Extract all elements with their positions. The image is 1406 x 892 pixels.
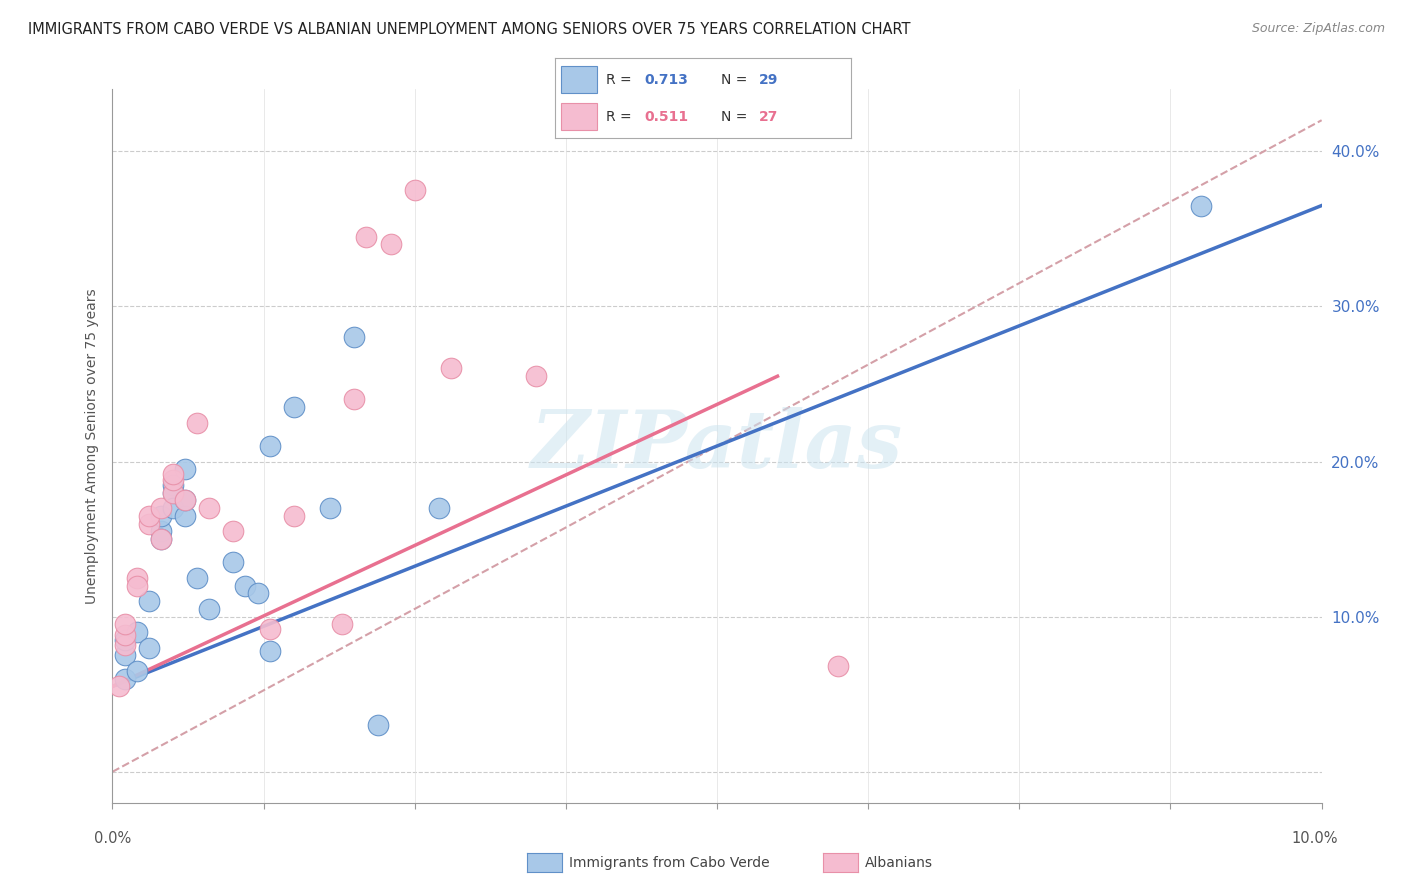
Point bbox=[343, 392, 366, 407]
Point bbox=[162, 477, 184, 491]
Text: IMMIGRANTS FROM CABO VERDE VS ALBANIAN UNEMPLOYMENT AMONG SENIORS OVER 75 YEARS : IMMIGRANTS FROM CABO VERDE VS ALBANIAN U… bbox=[28, 22, 911, 37]
Point bbox=[174, 462, 197, 476]
Point bbox=[114, 672, 136, 686]
Point bbox=[259, 622, 281, 636]
Text: N =: N = bbox=[721, 72, 751, 87]
Point bbox=[149, 524, 172, 539]
Point bbox=[162, 473, 184, 487]
Point bbox=[283, 508, 305, 523]
Point bbox=[524, 369, 547, 384]
Point bbox=[440, 361, 463, 376]
Point bbox=[114, 638, 136, 652]
Point bbox=[138, 640, 160, 655]
Point bbox=[404, 183, 426, 197]
Point bbox=[246, 586, 269, 600]
Point bbox=[162, 485, 184, 500]
Point bbox=[380, 237, 402, 252]
Point bbox=[198, 501, 221, 516]
Point bbox=[138, 516, 160, 531]
Point bbox=[222, 524, 245, 539]
Point bbox=[149, 532, 172, 546]
Point bbox=[125, 664, 148, 678]
Text: Source: ZipAtlas.com: Source: ZipAtlas.com bbox=[1251, 22, 1385, 36]
Bar bbox=[561, 66, 596, 94]
Text: Albanians: Albanians bbox=[865, 855, 932, 870]
Point bbox=[138, 508, 160, 523]
Point bbox=[330, 617, 353, 632]
Point bbox=[162, 501, 184, 516]
Point bbox=[343, 330, 366, 344]
Text: R =: R = bbox=[606, 72, 636, 87]
Point bbox=[319, 501, 342, 516]
Point bbox=[174, 508, 197, 523]
Point bbox=[149, 501, 172, 516]
Point bbox=[367, 718, 389, 732]
Point bbox=[198, 602, 221, 616]
Text: Immigrants from Cabo Verde: Immigrants from Cabo Verde bbox=[569, 855, 770, 870]
Text: 27: 27 bbox=[759, 110, 779, 124]
Text: 0.713: 0.713 bbox=[644, 72, 688, 87]
Point bbox=[174, 493, 197, 508]
Point bbox=[162, 467, 184, 481]
Text: 29: 29 bbox=[759, 72, 779, 87]
Text: N =: N = bbox=[721, 110, 751, 124]
Text: R =: R = bbox=[606, 110, 636, 124]
Point bbox=[114, 648, 136, 663]
Point bbox=[1189, 198, 1212, 212]
Point bbox=[174, 493, 197, 508]
Point bbox=[138, 594, 160, 608]
Point bbox=[149, 508, 172, 523]
Point bbox=[827, 659, 849, 673]
Point bbox=[356, 229, 378, 244]
Point bbox=[114, 632, 136, 647]
Text: 0.511: 0.511 bbox=[644, 110, 688, 124]
Text: 10.0%: 10.0% bbox=[1291, 831, 1339, 846]
Text: ZIPatlas: ZIPatlas bbox=[531, 408, 903, 484]
Point bbox=[107, 680, 129, 694]
Point bbox=[186, 571, 208, 585]
Point bbox=[162, 485, 184, 500]
Point bbox=[125, 625, 148, 640]
Point bbox=[125, 571, 148, 585]
Text: 0.0%: 0.0% bbox=[94, 831, 131, 846]
Point bbox=[427, 501, 450, 516]
Y-axis label: Unemployment Among Seniors over 75 years: Unemployment Among Seniors over 75 years bbox=[86, 288, 100, 604]
Point bbox=[259, 439, 281, 453]
Point bbox=[149, 532, 172, 546]
Point bbox=[114, 628, 136, 642]
Point bbox=[222, 555, 245, 569]
Point bbox=[235, 579, 257, 593]
Bar bbox=[561, 103, 596, 130]
Point bbox=[259, 644, 281, 658]
Point bbox=[125, 579, 148, 593]
Point bbox=[186, 416, 208, 430]
Point bbox=[114, 617, 136, 632]
Point bbox=[283, 401, 305, 415]
